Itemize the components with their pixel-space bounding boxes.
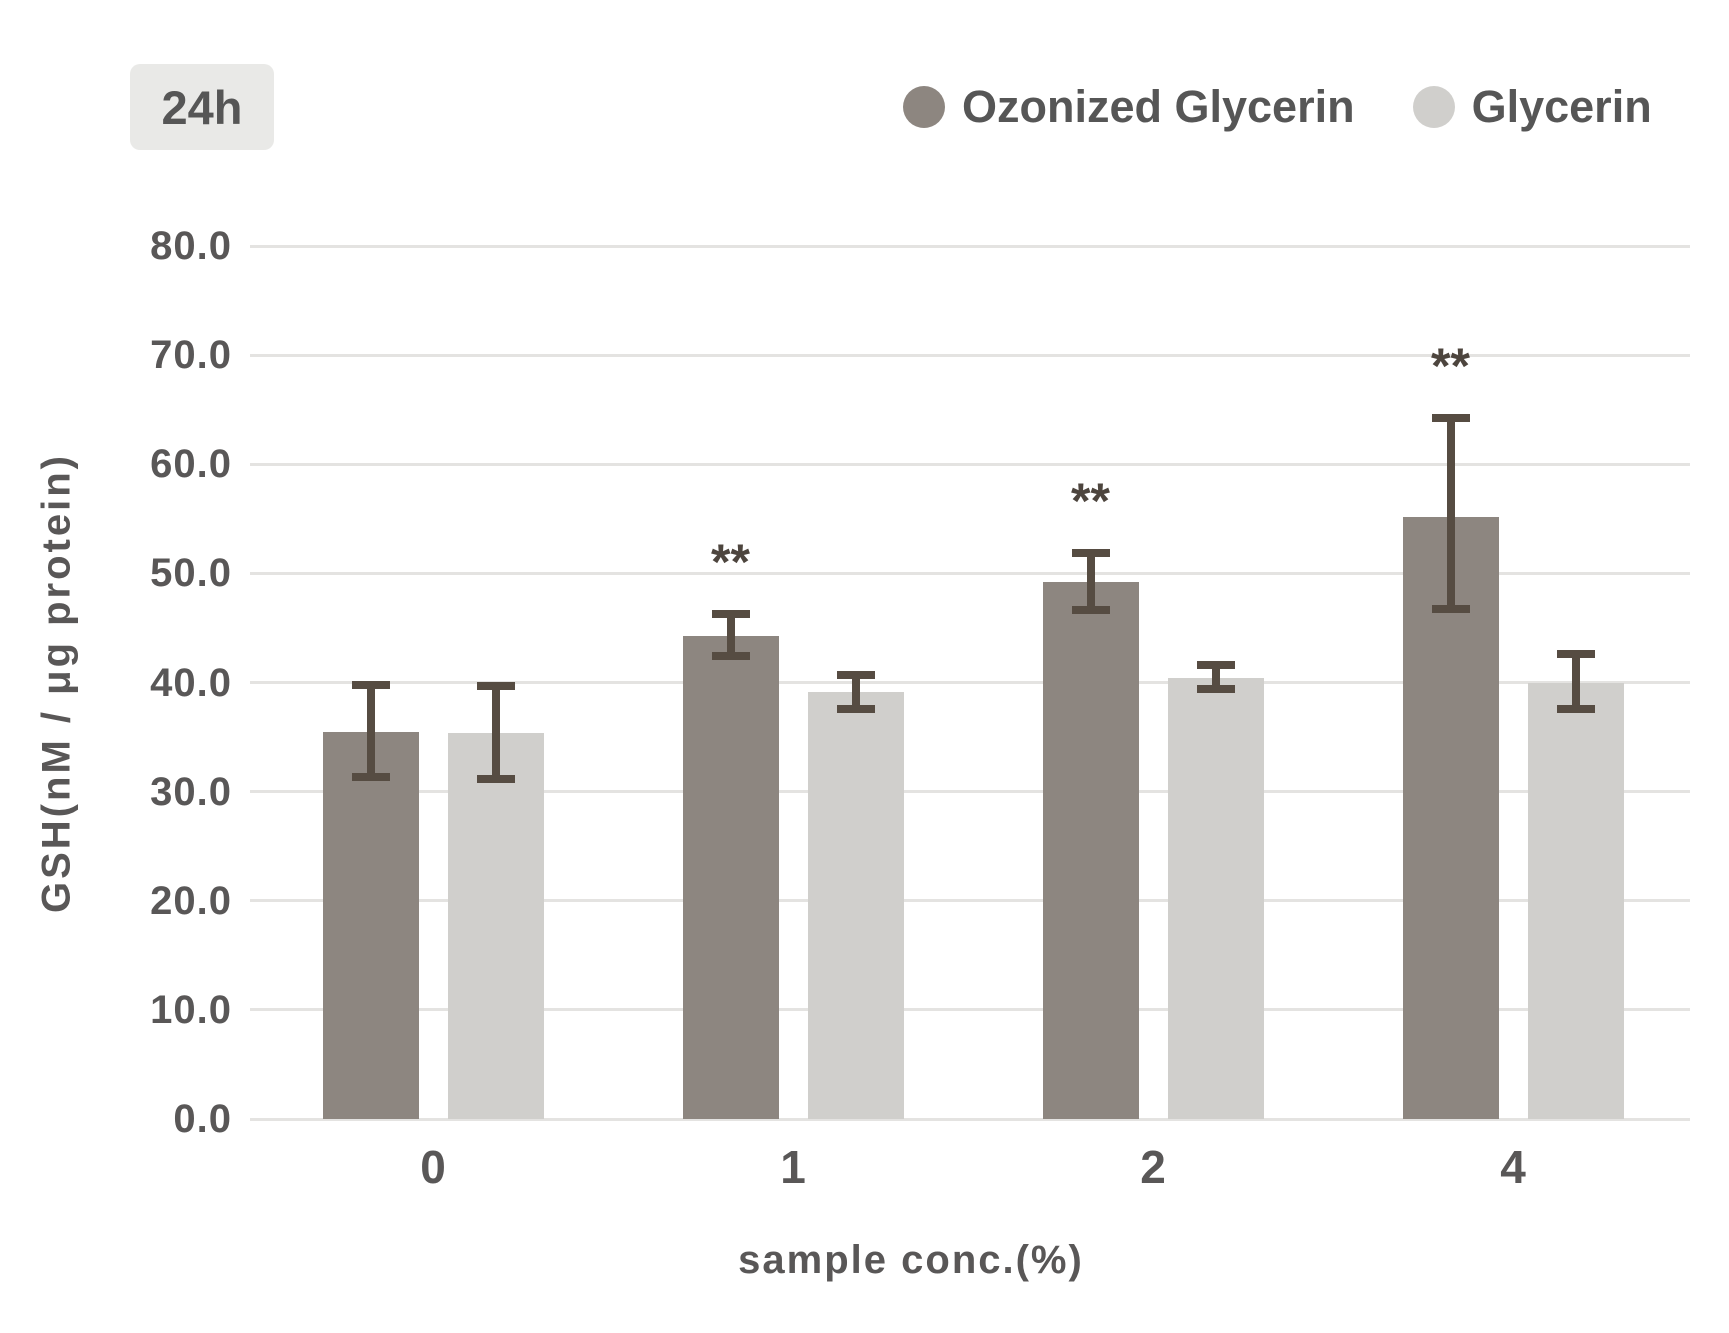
y-tick-label: 20.0 xyxy=(150,878,232,923)
bar-glycerin xyxy=(1527,682,1624,1119)
error-bar-cap-top xyxy=(836,670,875,679)
y-tick-label: 0.0 xyxy=(173,1097,232,1141)
error-bar-line xyxy=(491,685,500,779)
error-bar-cap-top xyxy=(1196,661,1235,670)
bar-glycerin xyxy=(807,692,904,1119)
y-tick-label: 10.0 xyxy=(150,987,232,1032)
gridline xyxy=(250,1117,1690,1121)
bar-ozonized-glycerin xyxy=(1402,516,1499,1119)
error-bar-line xyxy=(851,674,860,709)
error-bar-cap-top xyxy=(351,680,390,689)
bar-glycerin xyxy=(447,732,544,1119)
time-badge: 24h xyxy=(130,64,274,150)
error-bar-cap-top xyxy=(1556,650,1595,659)
x-tick-label: 4 xyxy=(1500,1141,1526,1193)
gridline xyxy=(250,244,1690,248)
error-bar-cap-bottom xyxy=(836,704,875,713)
error-bar-line xyxy=(1211,665,1220,690)
bar-glycerin xyxy=(1167,678,1264,1119)
legend-label: Glycerin xyxy=(1471,81,1652,132)
error-bar-cap-bottom xyxy=(1071,606,1110,615)
legend: Ozonized Glycerin Glycerin xyxy=(903,80,1652,134)
gridline xyxy=(250,353,1690,357)
error-bar-cap-bottom xyxy=(1431,605,1470,614)
legend-item-glycerin: Glycerin xyxy=(1412,81,1652,133)
y-tick-label: 30.0 xyxy=(150,769,232,814)
error-bar-line xyxy=(1446,418,1455,610)
error-bar-cap-top xyxy=(476,681,515,690)
x-tick-label: 1 xyxy=(780,1141,806,1193)
gridline xyxy=(250,571,1690,575)
error-bar-cap-top xyxy=(1431,414,1470,423)
error-bar-cap-bottom xyxy=(476,774,515,783)
error-bar-line xyxy=(1571,654,1580,709)
error-bar-cap-top xyxy=(1071,548,1110,557)
error-bar-cap-top xyxy=(711,609,750,618)
x-axis-title: sample conc.(%) xyxy=(738,1238,1084,1282)
gridline xyxy=(250,790,1690,794)
bar-ozonized-glycerin xyxy=(1042,582,1139,1119)
legend-item-ozonized-glycerin: Ozonized Glycerin xyxy=(903,81,1355,133)
gridline xyxy=(250,681,1690,684)
legend-swatch-icon xyxy=(903,86,945,128)
y-tick-label: 50.0 xyxy=(150,551,232,596)
error-bar-cap-bottom xyxy=(711,652,750,661)
y-tick-label: 60.0 xyxy=(150,442,232,487)
x-tick-label: 2 xyxy=(1140,1141,1166,1193)
legend-label: Ozonized Glycerin xyxy=(962,81,1355,132)
y-tick-label: 70.0 xyxy=(150,333,232,378)
x-tick-label: 0 xyxy=(420,1141,446,1193)
gridline xyxy=(250,899,1690,903)
error-bar-cap-bottom xyxy=(1556,704,1595,713)
error-bar-line xyxy=(726,613,735,657)
error-bar-line xyxy=(366,684,375,778)
legend-swatch-icon xyxy=(1412,86,1455,128)
significance-marker: ** xyxy=(711,533,750,590)
error-bar-cap-bottom xyxy=(1196,685,1235,694)
gridline xyxy=(250,462,1690,466)
significance-marker: ** xyxy=(1431,338,1470,395)
y-tick-label: 40.0 xyxy=(150,660,232,705)
significance-marker: ** xyxy=(1071,472,1110,529)
error-bar-cap-bottom xyxy=(351,773,390,782)
bar-ozonized-glycerin xyxy=(682,635,779,1119)
bar-ozonized-glycerin xyxy=(322,731,419,1119)
gridline xyxy=(250,1008,1690,1012)
error-bar-line xyxy=(1086,552,1095,611)
y-tick-label: 80.0 xyxy=(150,224,232,268)
